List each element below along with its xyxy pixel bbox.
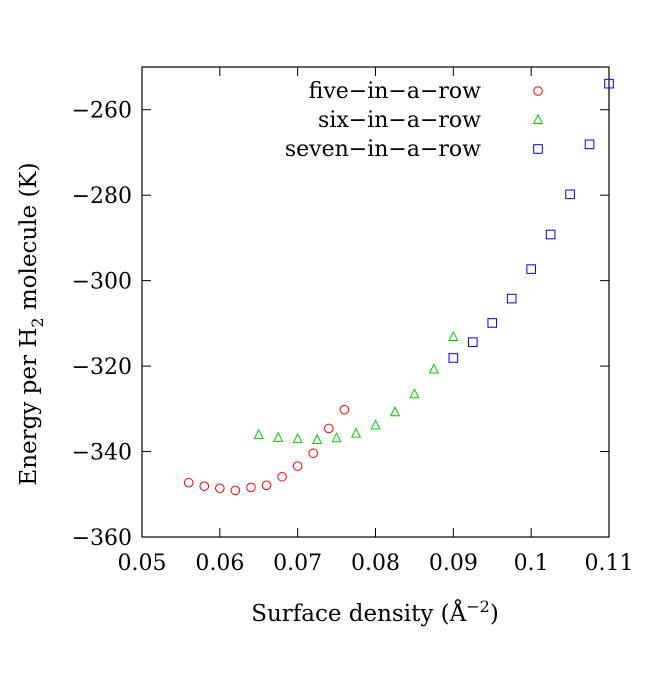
x-tick-label: 0.06 (195, 551, 244, 576)
data-point-triangle (370, 419, 381, 430)
x-tick-label: 0.1 (514, 551, 549, 576)
data-point-circle (230, 485, 241, 496)
data-point-square (506, 293, 517, 304)
data-point-triangle (273, 431, 284, 442)
data-point-triangle (389, 406, 401, 417)
data-point-square (584, 139, 595, 150)
data-point-circle (308, 448, 319, 459)
data-point-square (487, 318, 498, 328)
data-point-circle (246, 482, 256, 493)
y-tick-label: −360 (72, 526, 132, 551)
data-point-circle (261, 480, 272, 491)
legend-marker-circle (533, 86, 543, 96)
x-axis-label: Surface density (Å−2) (251, 597, 499, 627)
data-point-circle (199, 481, 210, 491)
data-point-triangle (350, 427, 362, 438)
legend: five−in−a−row six−in−a−row seven−in−a−row (285, 79, 544, 162)
data-point-square (565, 189, 575, 200)
data-point-triangle (331, 432, 342, 443)
data-point-square (467, 337, 478, 347)
data-point-square (526, 264, 536, 274)
legend-marker-square (533, 144, 543, 154)
x-tick-label: 0.11 (585, 551, 634, 576)
data-point-circle (215, 483, 225, 494)
y-axis: −360 −340 −320 −300 −280 −260 (72, 99, 609, 551)
data-point-triangle (428, 363, 439, 374)
data-point-triangle (253, 428, 264, 439)
x-tick-label: 0.05 (118, 551, 167, 576)
x-tick-label: 0.08 (351, 551, 400, 576)
data-point-triangle (292, 432, 303, 444)
y-tick-label: −280 (72, 184, 132, 209)
data-point-triangle (312, 433, 323, 445)
legend-label: five−in−a−row (309, 79, 482, 104)
legend-label: six−in−a−row (318, 108, 481, 133)
y-axis-label: Energy per H2 molecule (K) (16, 162, 47, 485)
x-axis: 0.05 0.06 0.07 0.08 0.09 0.1 0.11 (118, 67, 634, 576)
data-point-circle (339, 404, 350, 415)
data-point-circle (324, 423, 334, 434)
x-tick-label: 0.07 (273, 551, 322, 576)
data-point-triangle (409, 388, 420, 399)
data-point-circle (277, 471, 287, 482)
legend-marker-triangle (532, 113, 544, 124)
y-tick-label: −320 (72, 355, 132, 380)
data-markers (183, 78, 614, 496)
y-tick-label: −260 (72, 99, 132, 124)
data-point-circle (183, 477, 194, 488)
x-tick-label: 0.09 (429, 551, 478, 576)
legend-label: seven−in−a−row (285, 137, 481, 162)
data-point-triangle (448, 330, 459, 342)
data-point-square (545, 229, 556, 240)
y-tick-label: −340 (72, 441, 132, 466)
data-point-circle (292, 461, 303, 471)
data-point-square (448, 353, 459, 363)
data-point-square (604, 78, 614, 89)
y-tick-label: −300 (72, 270, 132, 295)
